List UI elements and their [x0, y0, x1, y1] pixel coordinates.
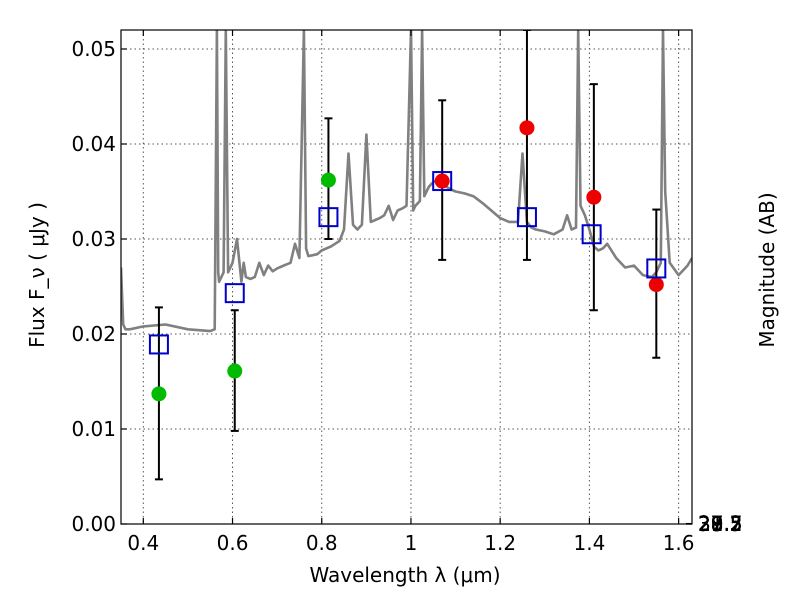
x-tick-label: 1.2 [484, 531, 516, 555]
red-point [434, 173, 450, 189]
x-tick-label: 0.4 [127, 531, 159, 555]
right-tick-label: 29 [698, 512, 723, 536]
right-axis-title: Magnitude (AB) [755, 192, 779, 347]
grid-lines [121, 30, 692, 525]
blue-square-point [646, 258, 667, 279]
red-point [519, 120, 535, 136]
y-tick-label: 0.02 [71, 322, 116, 346]
red-point [586, 189, 602, 205]
y-tick-label: 0.00 [71, 512, 116, 536]
axis-ticks: 0.4 0.6 0.8 1 1.2 1.4 1.6 0.00 0.01 0.02 0.03 0.04 0… [71, 30, 743, 555]
blue-square-point [581, 224, 602, 245]
right-tick-label: 27.3 [698, 512, 743, 536]
y-tick-label: 0.03 [71, 227, 116, 251]
blue-square-point [516, 207, 537, 228]
y-tick-label: 0.04 [71, 132, 116, 156]
x-tick-label: 1.6 [663, 531, 695, 555]
y-tick-label: 0.01 [71, 417, 116, 441]
x-axis-title: Wavelength λ (μm) [309, 563, 500, 587]
right-tick-label: 27.5 [698, 512, 743, 536]
green-point [151, 386, 167, 402]
error-bars [154, 30, 661, 481]
y-axis-title-text: Flux F_ν ( μJy ) [25, 202, 49, 348]
model-spectrum-line [121, 30, 692, 333]
blue-square-point [432, 171, 453, 192]
plot-frame [120, 29, 693, 525]
x-tick-label: 0.6 [217, 531, 249, 555]
red-point [648, 277, 664, 293]
right-tick-label: 31 [698, 512, 723, 536]
right-tick-label: 29.5 [698, 512, 743, 536]
green-point [227, 363, 243, 379]
y-axis-title: Flux F_ν ( μJy ) [25, 202, 49, 348]
right-tick-label: 28.2 [698, 512, 743, 536]
right-tick-label: 27.2 [698, 512, 743, 536]
right-tick-label: 28.5 [698, 512, 743, 536]
x-tick-label: 0.8 [306, 531, 338, 555]
blue-square-point [148, 334, 169, 355]
blue-square-point [224, 283, 245, 304]
y-tick-label: 0.05 [71, 37, 116, 61]
right-tick-label: 28 [698, 512, 723, 536]
right-tick-label: 30 [698, 512, 723, 536]
x-tick-label: 1.4 [573, 531, 605, 555]
right-tick-label: 27.7 [698, 512, 743, 536]
data-points [148, 120, 667, 402]
blue-square-point [318, 207, 339, 228]
x-tick-label: 1 [405, 531, 418, 555]
model-spectrum [121, 30, 692, 333]
green-point [320, 172, 336, 188]
